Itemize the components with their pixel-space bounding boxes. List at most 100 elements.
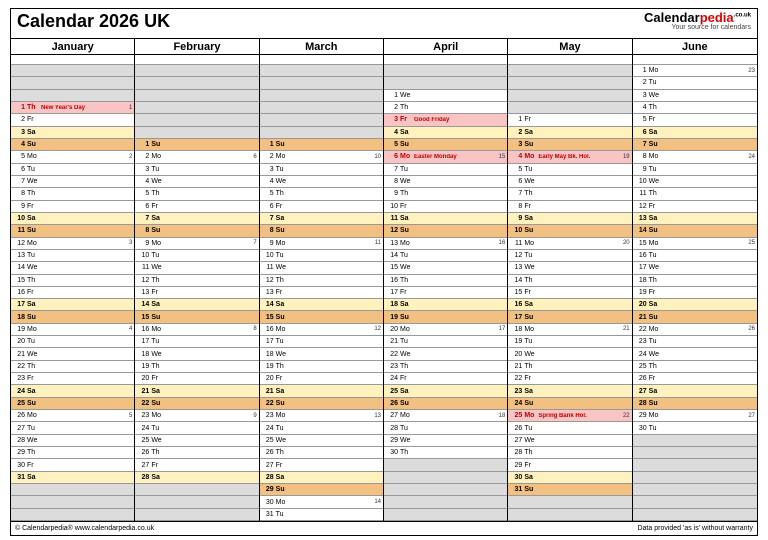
- footer-left: © Calendarpedia® www.calendarpedia.co.uk: [15, 525, 154, 532]
- day-cell: 26Su: [384, 398, 507, 410]
- day-cell: 7We: [11, 176, 134, 188]
- day-cell: 6We: [508, 176, 631, 188]
- day-cell: 19Tu: [508, 336, 631, 348]
- day-cell: 12Th: [260, 275, 383, 287]
- day-cell: 20We: [508, 348, 631, 360]
- day-cell: 27Fr: [135, 459, 258, 471]
- day-cell: 27Sa: [633, 385, 757, 397]
- day-cell: 6Tu: [11, 164, 134, 176]
- day-cell: 23Tu: [633, 336, 757, 348]
- day-cell: [260, 114, 383, 126]
- day-cell: 3Tu: [260, 164, 383, 176]
- day-cell: 6Fr: [135, 201, 258, 213]
- day-cell: 2Mo10: [260, 151, 383, 163]
- month-column: April1We2Th3FrGood Friday4Sa5Su6MoEaster…: [384, 39, 508, 521]
- day-cell: 5Su: [384, 139, 507, 151]
- day-cell: 3Su: [508, 139, 631, 151]
- day-cell: 7Tu: [384, 164, 507, 176]
- day-cell: [135, 509, 258, 521]
- day-cell: [11, 496, 134, 508]
- day-cell: 9Mo7: [135, 238, 258, 250]
- day-cell: [384, 496, 507, 508]
- day-cell: 8Su: [260, 225, 383, 237]
- day-cell: 17Sa: [11, 299, 134, 311]
- day-cell: 21We: [11, 348, 134, 360]
- day-cell: [384, 484, 507, 496]
- day-cell: [260, 90, 383, 102]
- week-header-row: [508, 55, 631, 65]
- day-cell: [384, 459, 507, 471]
- month-header: February: [135, 39, 258, 55]
- day-cell: 4We: [260, 176, 383, 188]
- day-cell: 13Sa: [633, 213, 757, 225]
- day-cell: 15Th: [11, 275, 134, 287]
- month-header: January: [11, 39, 134, 55]
- day-cell: [384, 472, 507, 484]
- day-cell: [633, 509, 757, 521]
- day-cell: 21Su: [633, 311, 757, 323]
- day-cell: 16Tu: [633, 250, 757, 262]
- day-cell: 12Su: [384, 225, 507, 237]
- day-cell: 1ThNew Year's Day1: [11, 102, 134, 114]
- day-cell: [633, 496, 757, 508]
- day-cell: [260, 65, 383, 77]
- day-cell: [384, 509, 507, 521]
- day-cell: 7Th: [508, 188, 631, 200]
- day-cell: 19Su: [384, 311, 507, 323]
- day-cell: 22Th: [11, 361, 134, 373]
- day-cell: 29We: [384, 435, 507, 447]
- day-cell: [135, 90, 258, 102]
- day-cell: 8Fr: [508, 201, 631, 213]
- day-cell: 25We: [260, 435, 383, 447]
- day-cell: 15Su: [260, 311, 383, 323]
- day-cell: 1Su: [135, 139, 258, 151]
- day-cell: 5Fr: [633, 114, 757, 126]
- day-cell: 14Sa: [260, 299, 383, 311]
- day-cell: 17Su: [508, 311, 631, 323]
- day-cell: 20Fr: [260, 373, 383, 385]
- calendar-grid: January1ThNew Year's Day12Fr3Sa4Su5Mo26T…: [10, 38, 758, 522]
- day-cell: 21Th: [508, 361, 631, 373]
- day-cell: 24Sa: [11, 385, 134, 397]
- day-cell: 19Th: [135, 361, 258, 373]
- month-column: January1ThNew Year's Day12Fr3Sa4Su5Mo26T…: [11, 39, 135, 521]
- day-cell: 22Su: [260, 398, 383, 410]
- day-cell: 14Sa: [135, 299, 258, 311]
- day-cell: [633, 435, 757, 447]
- day-cell: 18We: [135, 348, 258, 360]
- logo-pedia: pedia: [700, 10, 734, 25]
- footer: © Calendarpedia® www.calendarpedia.co.uk…: [10, 522, 758, 536]
- day-cell: 16Fr: [11, 287, 134, 299]
- day-cell: 12Th: [135, 275, 258, 287]
- day-cell: 10Sa: [11, 213, 134, 225]
- day-cell: 31Su: [508, 484, 631, 496]
- day-cell: 2Sa: [508, 127, 631, 139]
- day-cell: 25Su: [11, 398, 134, 410]
- day-cell: 16Th: [384, 275, 507, 287]
- day-cell: 28Tu: [384, 422, 507, 434]
- day-cell: 5Mo2: [11, 151, 134, 163]
- day-cell: 27Mo18: [384, 410, 507, 422]
- day-cell: 30Fr: [11, 459, 134, 471]
- day-cell: 11Sa: [384, 213, 507, 225]
- week-header-row: [633, 55, 757, 65]
- month-column: May1Fr2Sa3Su4MoEarly May Bk. Hol.195Tu6W…: [508, 39, 632, 521]
- day-cell: 29Mo27: [633, 410, 757, 422]
- day-cell: [135, 102, 258, 114]
- day-cell: 4Sa: [384, 127, 507, 139]
- day-cell: 9Tu: [633, 164, 757, 176]
- day-cell: 20Tu: [11, 336, 134, 348]
- day-cell: [633, 484, 757, 496]
- logo-suffix: .co.uk: [734, 13, 751, 19]
- day-cell: 2Th: [384, 102, 507, 114]
- day-cell: 16Mo12: [260, 324, 383, 336]
- day-cell: 20Sa: [633, 299, 757, 311]
- week-header-row: [384, 55, 507, 65]
- day-cell: [135, 65, 258, 77]
- day-cell: 28Sa: [135, 472, 258, 484]
- day-cell: 1We: [384, 90, 507, 102]
- day-cell: 9Mo11: [260, 238, 383, 250]
- day-cell: 14We: [11, 262, 134, 274]
- day-cell: 26Th: [260, 447, 383, 459]
- day-cell: 14Th: [508, 275, 631, 287]
